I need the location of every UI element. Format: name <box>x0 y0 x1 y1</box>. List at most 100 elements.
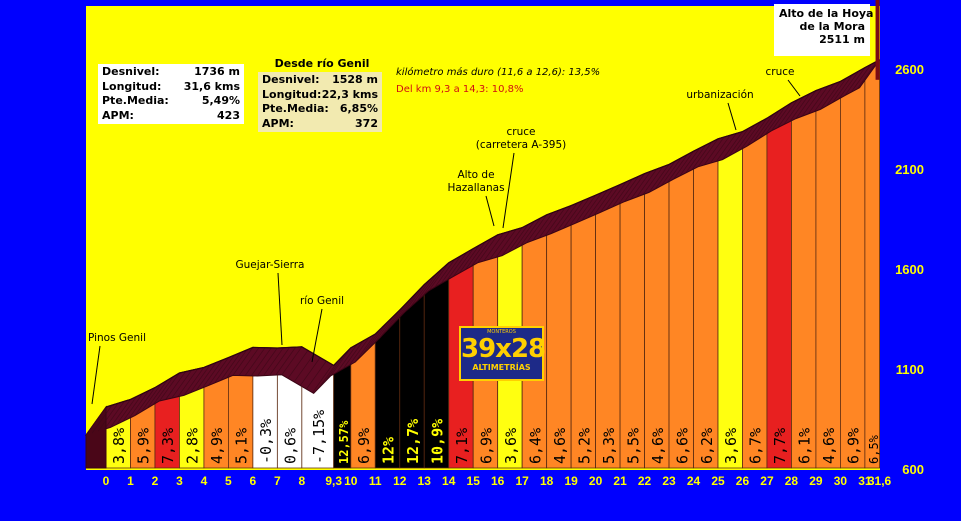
profile-texture-line <box>195 362 217 391</box>
x-tick-label: 22 <box>638 474 652 488</box>
chart-title: Sierra Nevada (Hoya de la Mora) <box>283 11 743 40</box>
summit-name-line2: de la Mora <box>799 20 865 33</box>
genil-label: Pte.Media: <box>262 102 329 115</box>
annotation-cruce-a395: cruce <box>507 126 536 138</box>
profile-texture-line <box>709 134 731 164</box>
profile-texture-line <box>214 354 235 384</box>
profile-texture-line <box>226 349 248 379</box>
profile-texture-line <box>287 350 309 379</box>
profile-texture-line <box>201 359 223 389</box>
profile-texture-line <box>734 124 756 154</box>
grade-label: 4,6% <box>649 428 667 464</box>
profile-texture-line <box>575 194 596 224</box>
x-tick-label: 31,6 <box>868 474 892 488</box>
grade-label: -7,15% <box>310 410 328 464</box>
profile-texture-line <box>348 337 370 366</box>
x-tick-label: 16 <box>491 474 505 488</box>
grade-label: 6,9% <box>355 428 373 464</box>
profile-texture-line <box>299 357 321 386</box>
profile-texture-line <box>140 383 162 413</box>
profile-texture-line <box>428 262 450 292</box>
profile-texture-line <box>807 85 829 115</box>
grade-label: 3,8% <box>110 428 128 464</box>
x-tick-label: 9,3 <box>325 474 342 488</box>
profile-texture-line <box>373 315 394 345</box>
profile-texture-line <box>844 67 866 96</box>
profile-texture-line <box>789 93 811 122</box>
annotation-cruce-a395: (carretera A-395) <box>476 139 567 151</box>
profile-texture-line <box>318 360 339 389</box>
profile-texture-line <box>679 147 700 177</box>
profile-texture-line <box>703 136 725 166</box>
grade-label: 5,9% <box>135 428 153 464</box>
profile-texture-line <box>159 372 180 402</box>
profile-texture-line <box>501 227 523 256</box>
profile-texture-line <box>477 234 499 264</box>
profile-texture-line <box>305 360 327 390</box>
x-tick-label: 12 <box>393 474 407 488</box>
x-tick-label: 11 <box>369 474 382 488</box>
hardest-km-note: kilómetro más duro (11,6 a 12,6): 13,5% <box>396 67 601 78</box>
profile-texture-line <box>758 110 780 139</box>
profile-texture-line <box>838 70 860 100</box>
y-tick-label: 2600 <box>895 62 924 77</box>
profile-texture-line <box>605 181 627 211</box>
summit-pole <box>875 0 880 80</box>
profile-texture-line <box>440 255 462 284</box>
profile-texture-line <box>636 168 658 198</box>
x-tick-label: 14 <box>442 474 456 488</box>
profile-texture-line <box>452 248 474 277</box>
profile-texture-line <box>244 347 266 376</box>
annotation-alto-hazallanas: Alto de <box>457 169 494 181</box>
profile-texture-line <box>746 117 768 147</box>
y-tick-label: 1100 <box>896 362 924 377</box>
profile-texture-line <box>777 99 798 128</box>
profile-texture-line <box>611 178 633 208</box>
grade-label: 3,6% <box>502 428 520 464</box>
profile-texture-line <box>281 346 303 376</box>
profile-texture-line <box>336 344 358 373</box>
annotation-leader-line <box>311 308 323 363</box>
grade-label: -0,3% <box>257 419 275 464</box>
x-tick-label: 2 <box>152 474 159 488</box>
y-tick-label: 600 <box>902 462 924 477</box>
grade-label: 7,3% <box>159 428 177 464</box>
x-tick-label: 21 <box>613 474 627 488</box>
profile-texture-line <box>269 347 290 376</box>
genil-value: 1528 m <box>332 73 378 86</box>
summary-value: 1736 m <box>194 65 240 78</box>
profile-texture-line <box>177 368 199 398</box>
profile-texture-line <box>654 160 676 190</box>
profile-texture-line <box>630 171 652 200</box>
profile-texture-line <box>263 347 284 376</box>
annotation-leader-line <box>277 272 283 346</box>
summary-label: Desnivel: <box>102 65 160 78</box>
profile-texture-line <box>312 364 333 393</box>
profile-texture-line <box>783 96 805 125</box>
genil-box: Desnivel: 1528 m Longitud: 22,3 kms Pte.Me… <box>258 72 382 132</box>
profile-texture-line <box>813 83 835 112</box>
profile-texture-line <box>324 353 346 383</box>
profile-texture-line <box>391 297 413 326</box>
profile-texture-line <box>526 214 547 244</box>
summary-value: 31,6 kms <box>183 79 240 93</box>
profile-texture-line <box>648 164 670 193</box>
x-tick-label: 29 <box>809 474 823 488</box>
genil-box-title: Desde río Genil <box>274 57 370 70</box>
profile-texture-line <box>434 259 456 288</box>
summit-box: Alto de la Hoya de la Mora 2511 m <box>774 4 873 56</box>
annotation-leader-line <box>485 195 495 227</box>
profile-top-edge <box>105 59 880 408</box>
annotation-leader-line <box>727 102 737 131</box>
grade-label: 12,57% <box>337 420 351 464</box>
profile-texture-line <box>771 102 792 132</box>
genil-label: APM: <box>262 116 294 130</box>
profile-texture-line <box>820 81 841 110</box>
grade-bar <box>815 80 841 469</box>
x-tick-label: 4 <box>201 474 208 488</box>
range-km-note: Del km 9,3 a 14,3: 10,8% <box>396 84 524 95</box>
annotation-rio-genil: río Genil <box>300 295 344 307</box>
genil-label: Longitud: <box>262 87 322 101</box>
x-tick-label: 18 <box>540 474 554 488</box>
profile-texture-line <box>550 205 572 234</box>
